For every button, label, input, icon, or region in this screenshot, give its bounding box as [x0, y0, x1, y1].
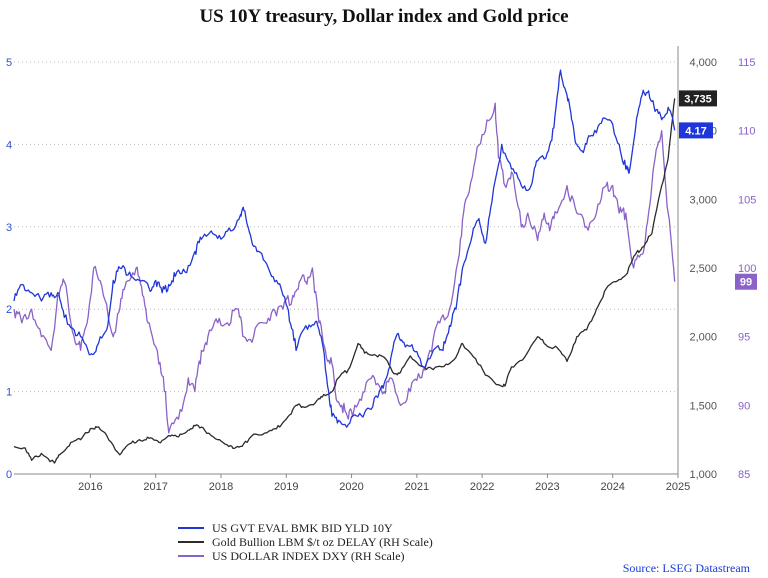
- gold-tick-4000: 4,000: [689, 57, 717, 69]
- legend-swatch-dxy: [178, 555, 204, 557]
- gold-tick-1500: 1,500: [689, 400, 717, 412]
- end-label-yield: 4.17: [685, 125, 706, 137]
- dxy-tick-90: 90: [738, 400, 750, 412]
- dxy-tick-115: 115: [738, 57, 756, 69]
- dxy-tick-95: 95: [738, 332, 750, 344]
- chart-title: US 10Y treasury, Dollar index and Gold p…: [199, 6, 569, 27]
- legend-item-yield: US GVT EVAL BMK BID YLD 10Y: [178, 521, 433, 535]
- x-tick-2025: 2025: [666, 481, 690, 493]
- end-badge-gold: [679, 90, 717, 107]
- gold-tick-2000: 2,000: [689, 332, 717, 344]
- left-tick-2: 2: [6, 304, 12, 316]
- dxy-tick-100: 100: [738, 263, 756, 275]
- x-tick-2019: 2019: [274, 481, 298, 493]
- x-tick-2023: 2023: [535, 481, 559, 493]
- end-badge-yield: [679, 122, 713, 139]
- left-tick-4: 4: [6, 139, 12, 151]
- gold-tick-1000: 1,000: [689, 469, 717, 481]
- x-tick-2021: 2021: [405, 481, 429, 493]
- left-tick-1: 1: [6, 387, 12, 399]
- legend-label-yield: US GVT EVAL BMK BID YLD 10Y: [212, 520, 393, 535]
- x-tick-2024: 2024: [600, 481, 624, 493]
- x-tick-2016: 2016: [78, 481, 102, 493]
- x-tick-2022: 2022: [470, 481, 494, 493]
- end-label-gold: 3,735: [684, 93, 712, 105]
- legend-item-dxy: US DOLLAR INDEX DXY (RH Scale): [178, 549, 433, 563]
- series-line-1: [13, 98, 676, 464]
- end-label-dxy: 99: [740, 277, 752, 289]
- legend: US GVT EVAL BMK BID YLD 10Y Gold Bullion…: [178, 521, 433, 563]
- legend-label-gold: Gold Bullion LBM $/t oz DELAY (RH Scale): [212, 534, 433, 549]
- legend-swatch-gold: [178, 541, 204, 543]
- end-labels: 3,735 4.17 99: [679, 90, 757, 290]
- x-tick-2017: 2017: [143, 481, 167, 493]
- source-note: Source: LSEG Datastream: [622, 561, 750, 575]
- left-tick-5: 5: [6, 57, 12, 69]
- x-tick-2020: 2020: [339, 481, 363, 493]
- series-line-2: [13, 102, 676, 434]
- dxy-axis: 85 90 95 100 105 110 115: [738, 57, 756, 481]
- gold-tick-3000: 3,000: [689, 194, 717, 206]
- left-tick-0: 0: [6, 469, 12, 481]
- series-group: [13, 69, 676, 464]
- legend-item-gold: Gold Bullion LBM $/t oz DELAY (RH Scale): [178, 535, 433, 549]
- legend-label-dxy: US DOLLAR INDEX DXY (RH Scale): [212, 548, 405, 563]
- left-axis: 0 1 2 3 4 5: [6, 57, 12, 481]
- x-axis: 2016 2017 2018 2019 2020 2021 2022 2023 2024 2025: [14, 473, 690, 493]
- dxy-tick-110: 110: [738, 126, 756, 138]
- x-tick-2018: 2018: [209, 481, 233, 493]
- end-badge-dxy: [735, 273, 757, 290]
- left-tick-3: 3: [6, 222, 12, 234]
- legend-swatch-yield: [178, 527, 204, 529]
- gold-tick-2500: 2,500: [689, 263, 717, 275]
- series-line-0: [13, 69, 676, 428]
- dxy-tick-85: 85: [738, 469, 750, 481]
- dxy-tick-105: 105: [738, 194, 756, 206]
